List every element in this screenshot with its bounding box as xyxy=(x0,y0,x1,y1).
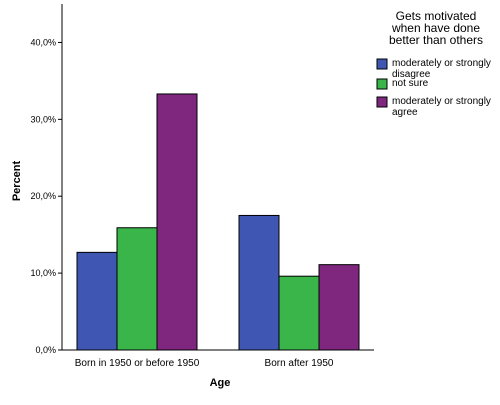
y-ticks: 0,0% 10,0% 20,0% 30,0% 40,0% xyxy=(30,37,62,355)
bar xyxy=(76,251,118,351)
bar xyxy=(156,93,198,351)
bar xyxy=(238,214,280,351)
y-tick-label: 40,0% xyxy=(30,37,56,47)
x-axis-title: Age xyxy=(210,377,231,389)
y-tick-label: 20,0% xyxy=(30,191,56,201)
y-axis-title: Percent xyxy=(11,160,23,201)
legend-title: when have done xyxy=(391,21,480,35)
legend-title: better than others xyxy=(389,33,483,47)
x-category-label: Born in 1950 or before 1950 xyxy=(75,358,200,369)
legend-label: not sure xyxy=(392,78,429,89)
x-category-label: Born after 1950 xyxy=(265,358,334,369)
bar xyxy=(116,227,158,351)
legend-swatch xyxy=(376,96,388,108)
legend-swatch xyxy=(376,78,388,90)
x-category-labels: Born in 1950 or before 1950 Born after 19… xyxy=(75,358,334,369)
legend-label: moderately or strongly xyxy=(392,58,491,69)
legend-label: disagree xyxy=(392,69,431,80)
y-tick-label: 10,0% xyxy=(30,268,56,278)
legend-label: agree xyxy=(392,107,418,118)
bar xyxy=(278,275,320,351)
legend-swatch xyxy=(376,58,388,70)
legend-title: Gets motivated xyxy=(396,9,477,23)
y-tick-label: 30,0% xyxy=(30,114,56,124)
y-tick-label: 0,0% xyxy=(35,345,56,355)
bars-layer xyxy=(76,93,360,351)
bar xyxy=(318,264,360,351)
legend-label: moderately or strongly xyxy=(392,96,491,107)
